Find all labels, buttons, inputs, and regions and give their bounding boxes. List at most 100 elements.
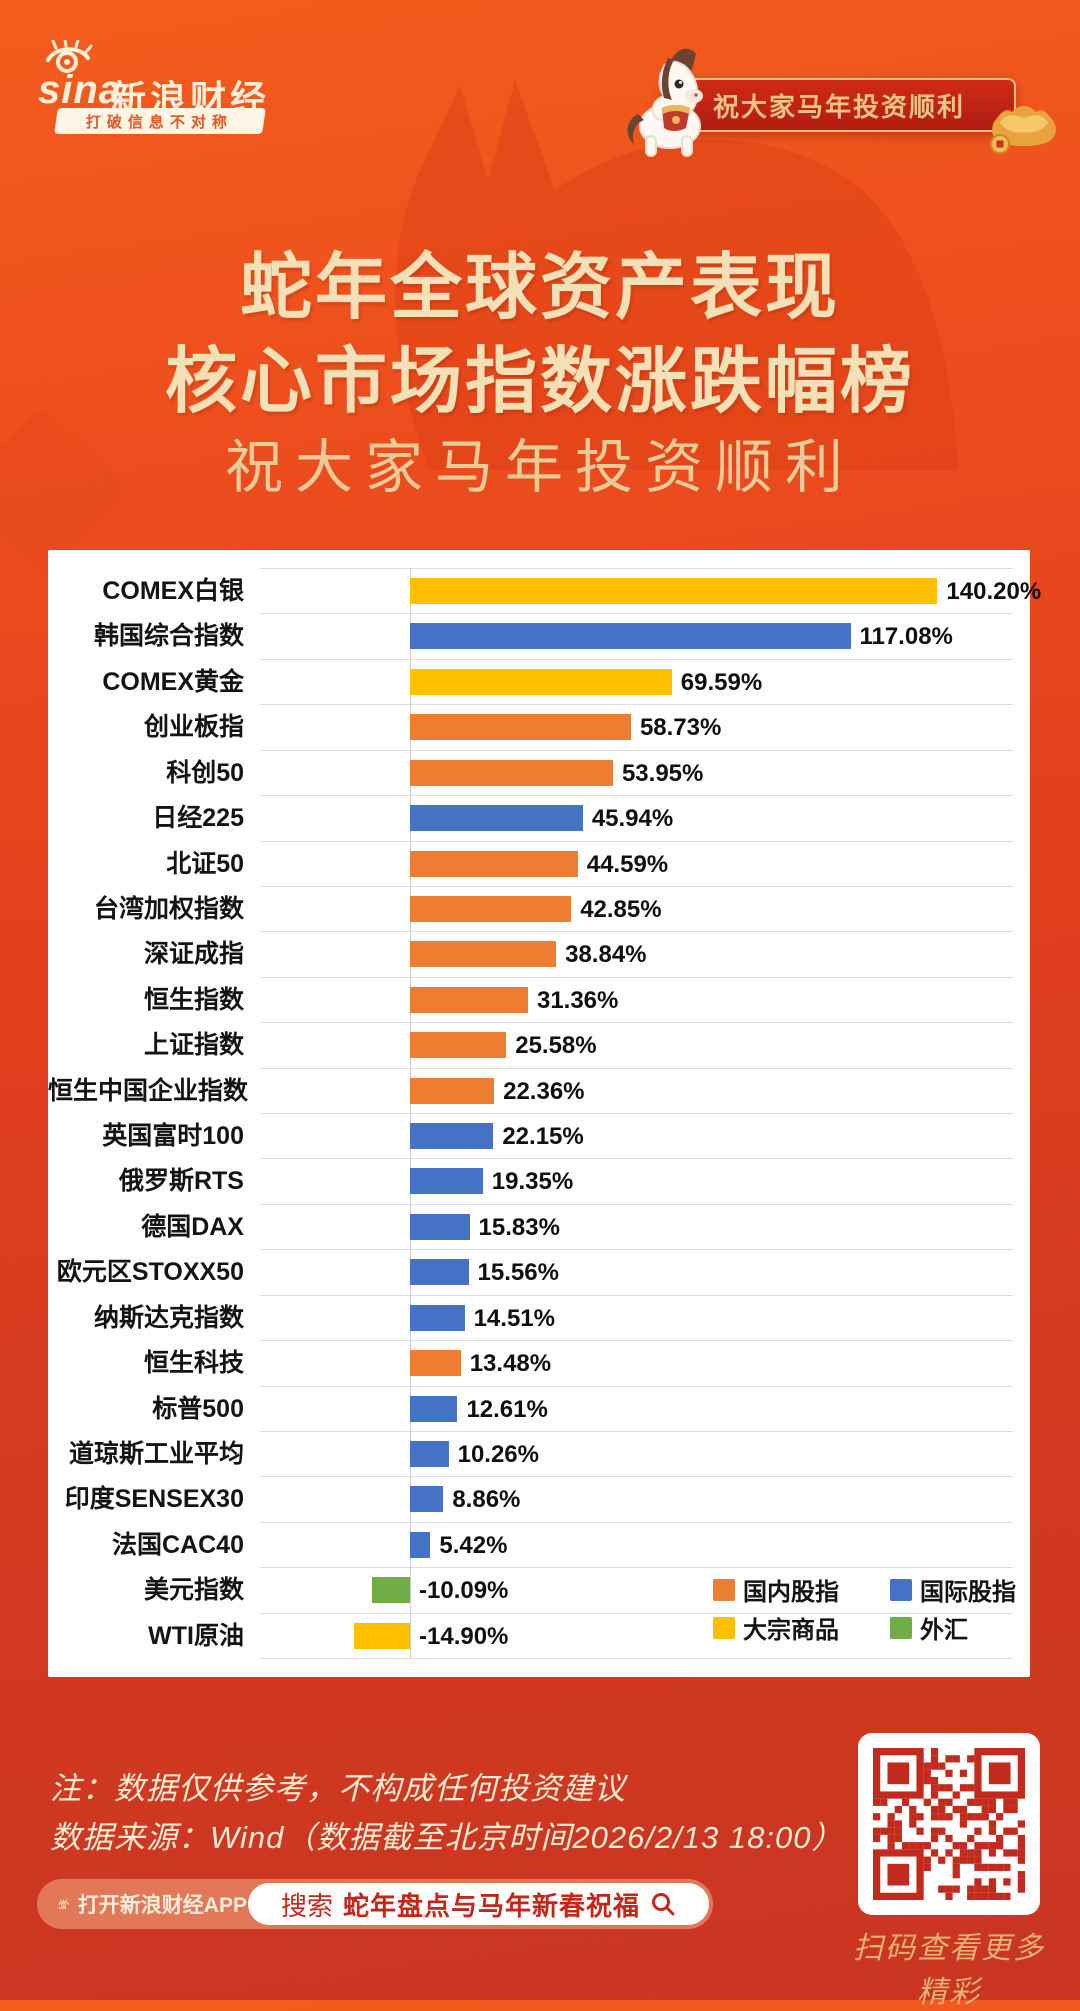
- chart-row: 北证50 44.59%: [48, 840, 1030, 886]
- qr-caption: 扫码查看更多精彩: [853, 1932, 1045, 2009]
- bar-domestic: [410, 1032, 507, 1059]
- legend-swatch: [890, 1578, 912, 1601]
- category-label: 深证成指: [143, 940, 244, 969]
- row-separator: [260, 704, 1013, 706]
- row-separator: [260, 658, 1013, 660]
- chart-row: 创业板指 58.73%: [48, 704, 1030, 749]
- legend-item: 外汇: [890, 1610, 968, 1645]
- value-label: 44.59%: [586, 850, 669, 878]
- search-query-text: 蛇年盘点与马年新春祝福: [343, 1890, 641, 1921]
- sina-eye-icon: [46, 40, 93, 73]
- category-label: 俄罗斯RTS: [118, 1167, 244, 1196]
- value-label: -14.90%: [419, 1622, 509, 1650]
- chart-row: 印度SENSEX30 8.86%: [48, 1476, 1030, 1521]
- category-label: 科创50: [166, 758, 244, 787]
- bar-domestic: [410, 714, 631, 741]
- category-label: 创业板指: [143, 713, 244, 742]
- legend-label: 大宗商品: [743, 1617, 839, 1644]
- value-label: 10.26%: [457, 1440, 539, 1468]
- bar-international: [410, 805, 583, 832]
- category-label: 美元指数: [143, 1576, 244, 1605]
- value-label: 13.48%: [469, 1350, 552, 1378]
- chart-row: 美元指数 -10.09%: [48, 1567, 1030, 1612]
- value-label: 53.95%: [621, 759, 704, 787]
- bar-domestic: [410, 895, 572, 922]
- chart-row: 欧元区STOXX50 15.56%: [48, 1249, 1030, 1294]
- row-separator: [260, 795, 1013, 797]
- row-separator: [260, 1113, 1013, 1115]
- bar-domestic: [410, 1077, 495, 1104]
- value-label: 5.42%: [439, 1531, 508, 1559]
- row-separator: [260, 1521, 1013, 1523]
- bar-international: [410, 1123, 494, 1150]
- chart-row: COMEX白银 140.20%: [48, 568, 1041, 613]
- row-separator: [260, 1203, 1013, 1205]
- search-pill[interactable]: 搜索 蛇年盘点与马年新春祝福: [248, 1883, 709, 1925]
- row-separator: [260, 1612, 1013, 1614]
- bar-international: [410, 1213, 470, 1240]
- data-source-note: 数据来源：Wind（数据截至北京时间2026/2/13 18:00）: [50, 1820, 844, 1855]
- bar-domestic: [410, 941, 557, 968]
- row-separator: [260, 1067, 1013, 1069]
- row-separator: [260, 840, 1013, 842]
- value-label: 19.35%: [491, 1168, 574, 1196]
- chart-row: 科创50 53.95%: [48, 749, 1030, 795]
- chart-row: COMEX黄金 69.59%: [48, 658, 1030, 704]
- category-label: 恒生科技: [143, 1349, 244, 1378]
- row-separator: [260, 1476, 1013, 1478]
- category-label: 上证指数: [143, 1031, 244, 1060]
- poster-subtitle: 祝大家马年投资顺利: [224, 435, 855, 500]
- open-app-label: 打开新浪财经APP: [77, 1894, 247, 1917]
- disclaimer-note: 注：数据仅供参考，不构成任何投资建议: [50, 1771, 626, 1806]
- category-label: 北证50: [166, 849, 244, 878]
- bar-fx: [372, 1577, 411, 1604]
- search-icon[interactable]: [650, 1891, 676, 1917]
- legend-item: 国际股指: [890, 1572, 1016, 1607]
- bar-international: [410, 1440, 449, 1467]
- gold-ingot-icon: [990, 106, 1056, 154]
- chart-card: COMEX白银 140.20% 韩国综合指数 117.08% COMEX黄金 69.59%…: [48, 550, 1041, 1677]
- row-separator: [260, 1294, 1013, 1296]
- chart-row: 纳斯达克指数 14.51%: [48, 1294, 1030, 1340]
- row-separator: [260, 1430, 1013, 1432]
- chart-row: 深证成指 38.84%: [48, 931, 1030, 976]
- value-label: 25.58%: [515, 1032, 597, 1060]
- legend-label: 国内股指: [743, 1579, 839, 1606]
- sina-logo: sina 新浪财经 打破信息不对称: [36, 40, 296, 135]
- bar-international: [410, 1395, 458, 1422]
- value-label: -10.09%: [419, 1577, 509, 1605]
- sina-brand-text: sina: [38, 68, 123, 112]
- bar-domestic: [410, 986, 528, 1013]
- bar-international: [410, 1304, 465, 1331]
- row-separator: [260, 1385, 1013, 1387]
- open-app-area[interactable]: sina 打开新浪财经APP: [37, 1886, 247, 1922]
- chart-row: 上证指数 25.58%: [48, 1022, 1030, 1067]
- qr-code: [858, 1733, 1040, 1915]
- bar-international: [410, 1259, 469, 1286]
- bar-international: [410, 623, 851, 650]
- row-separator: [260, 1658, 1013, 1660]
- legend-swatch: [713, 1616, 735, 1639]
- bar-domestic: [410, 850, 578, 877]
- value-label: 15.56%: [477, 1259, 559, 1287]
- category-label: COMEX白银: [102, 577, 244, 605]
- brand-tagline: 打破信息不对称: [54, 108, 266, 134]
- svg-text:sina: sina: [58, 1905, 67, 1910]
- bar-commodity: [353, 1622, 411, 1649]
- value-label: 42.85%: [580, 895, 662, 923]
- row-separator: [260, 1567, 1013, 1569]
- category-label: 日经225: [152, 804, 244, 833]
- legend-item: 大宗商品: [713, 1610, 839, 1645]
- chart-row: 恒生科技 13.48%: [48, 1340, 1030, 1385]
- chart-row: 恒生指数 31.36%: [48, 976, 1030, 1022]
- category-label: 恒生中国企业指数: [48, 1076, 249, 1105]
- row-separator: [260, 1022, 1013, 1024]
- poster-title-line1: 蛇年全球资产表现: [239, 248, 840, 328]
- value-label: 38.84%: [565, 941, 647, 969]
- row-separator: [260, 885, 1013, 887]
- row-separator: [260, 568, 1013, 569]
- category-label: 英国富时100: [102, 1122, 244, 1151]
- category-label: WTI原油: [148, 1621, 244, 1650]
- app-promo-bar[interactable]: sina 打开新浪财经APP 搜索 蛇年盘点与马年新春祝福: [37, 1879, 713, 1929]
- legend-label: 国际股指: [920, 1579, 1016, 1606]
